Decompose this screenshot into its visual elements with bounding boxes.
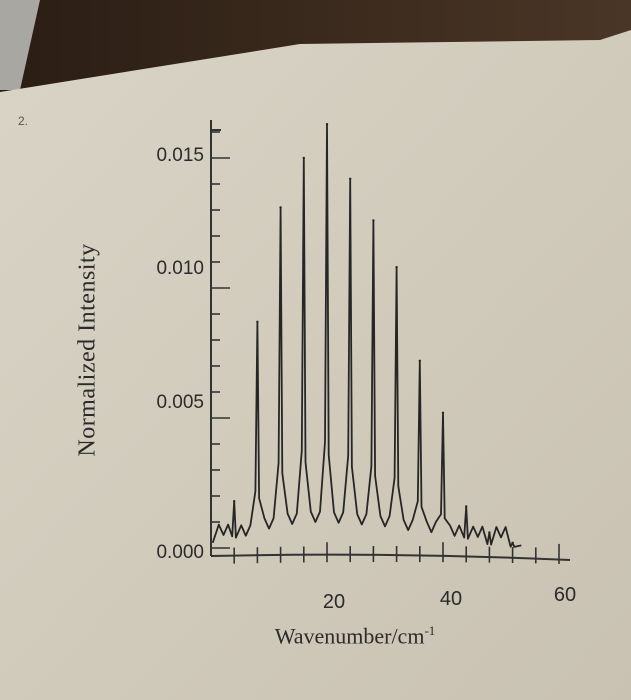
- y-tick-label-1: 0.005: [156, 392, 204, 413]
- spectrum-peak-12: [511, 541, 514, 544]
- page-corner: [0, 0, 40, 90]
- y-tick-label-3: 0.015: [156, 145, 204, 166]
- paper-sheet: [0, 30, 631, 700]
- x-tick-label-40: 40: [439, 588, 463, 610]
- x-tick-label-20: 20: [322, 591, 346, 613]
- spectrum-peak-5: [349, 177, 352, 180]
- spectrum-plot: [211, 123, 522, 548]
- x-axis-title-text: Wavenumber/cm: [274, 623, 425, 649]
- spectrum-peak-6: [372, 219, 375, 222]
- spectrum-peak-8: [418, 359, 421, 362]
- spectrum-peak-1: [256, 320, 259, 323]
- y-tick-label-0: 0.000: [156, 542, 204, 563]
- spectrum-peak-9: [441, 411, 445, 414]
- y-minor-ticks: [211, 131, 230, 549]
- spectrum-peak-11: [488, 531, 491, 534]
- y-tick-label-2: 0.010: [156, 258, 204, 279]
- spectrum-peak-2: [279, 206, 282, 209]
- spectrum-peak-10: [465, 505, 468, 508]
- spectrum-peak-3: [302, 156, 305, 160]
- spectrum-peak-7: [395, 266, 398, 269]
- x-minor-ticks: [233, 542, 560, 564]
- x-tick-label-60: 60: [553, 584, 577, 606]
- x-axis-title: Wavenumber/cm-1: [275, 623, 436, 649]
- chart-axes: [210, 120, 571, 564]
- y-axis-title: Normalized Intensity: [74, 243, 101, 457]
- spectrum-peak-0: [233, 500, 236, 503]
- x-axis-title-exponent: -1: [424, 623, 436, 638]
- problem-number: 2.: [18, 114, 29, 128]
- spectrum-peak-4: [325, 123, 329, 126]
- spectrum-series-line: [211, 123, 522, 548]
